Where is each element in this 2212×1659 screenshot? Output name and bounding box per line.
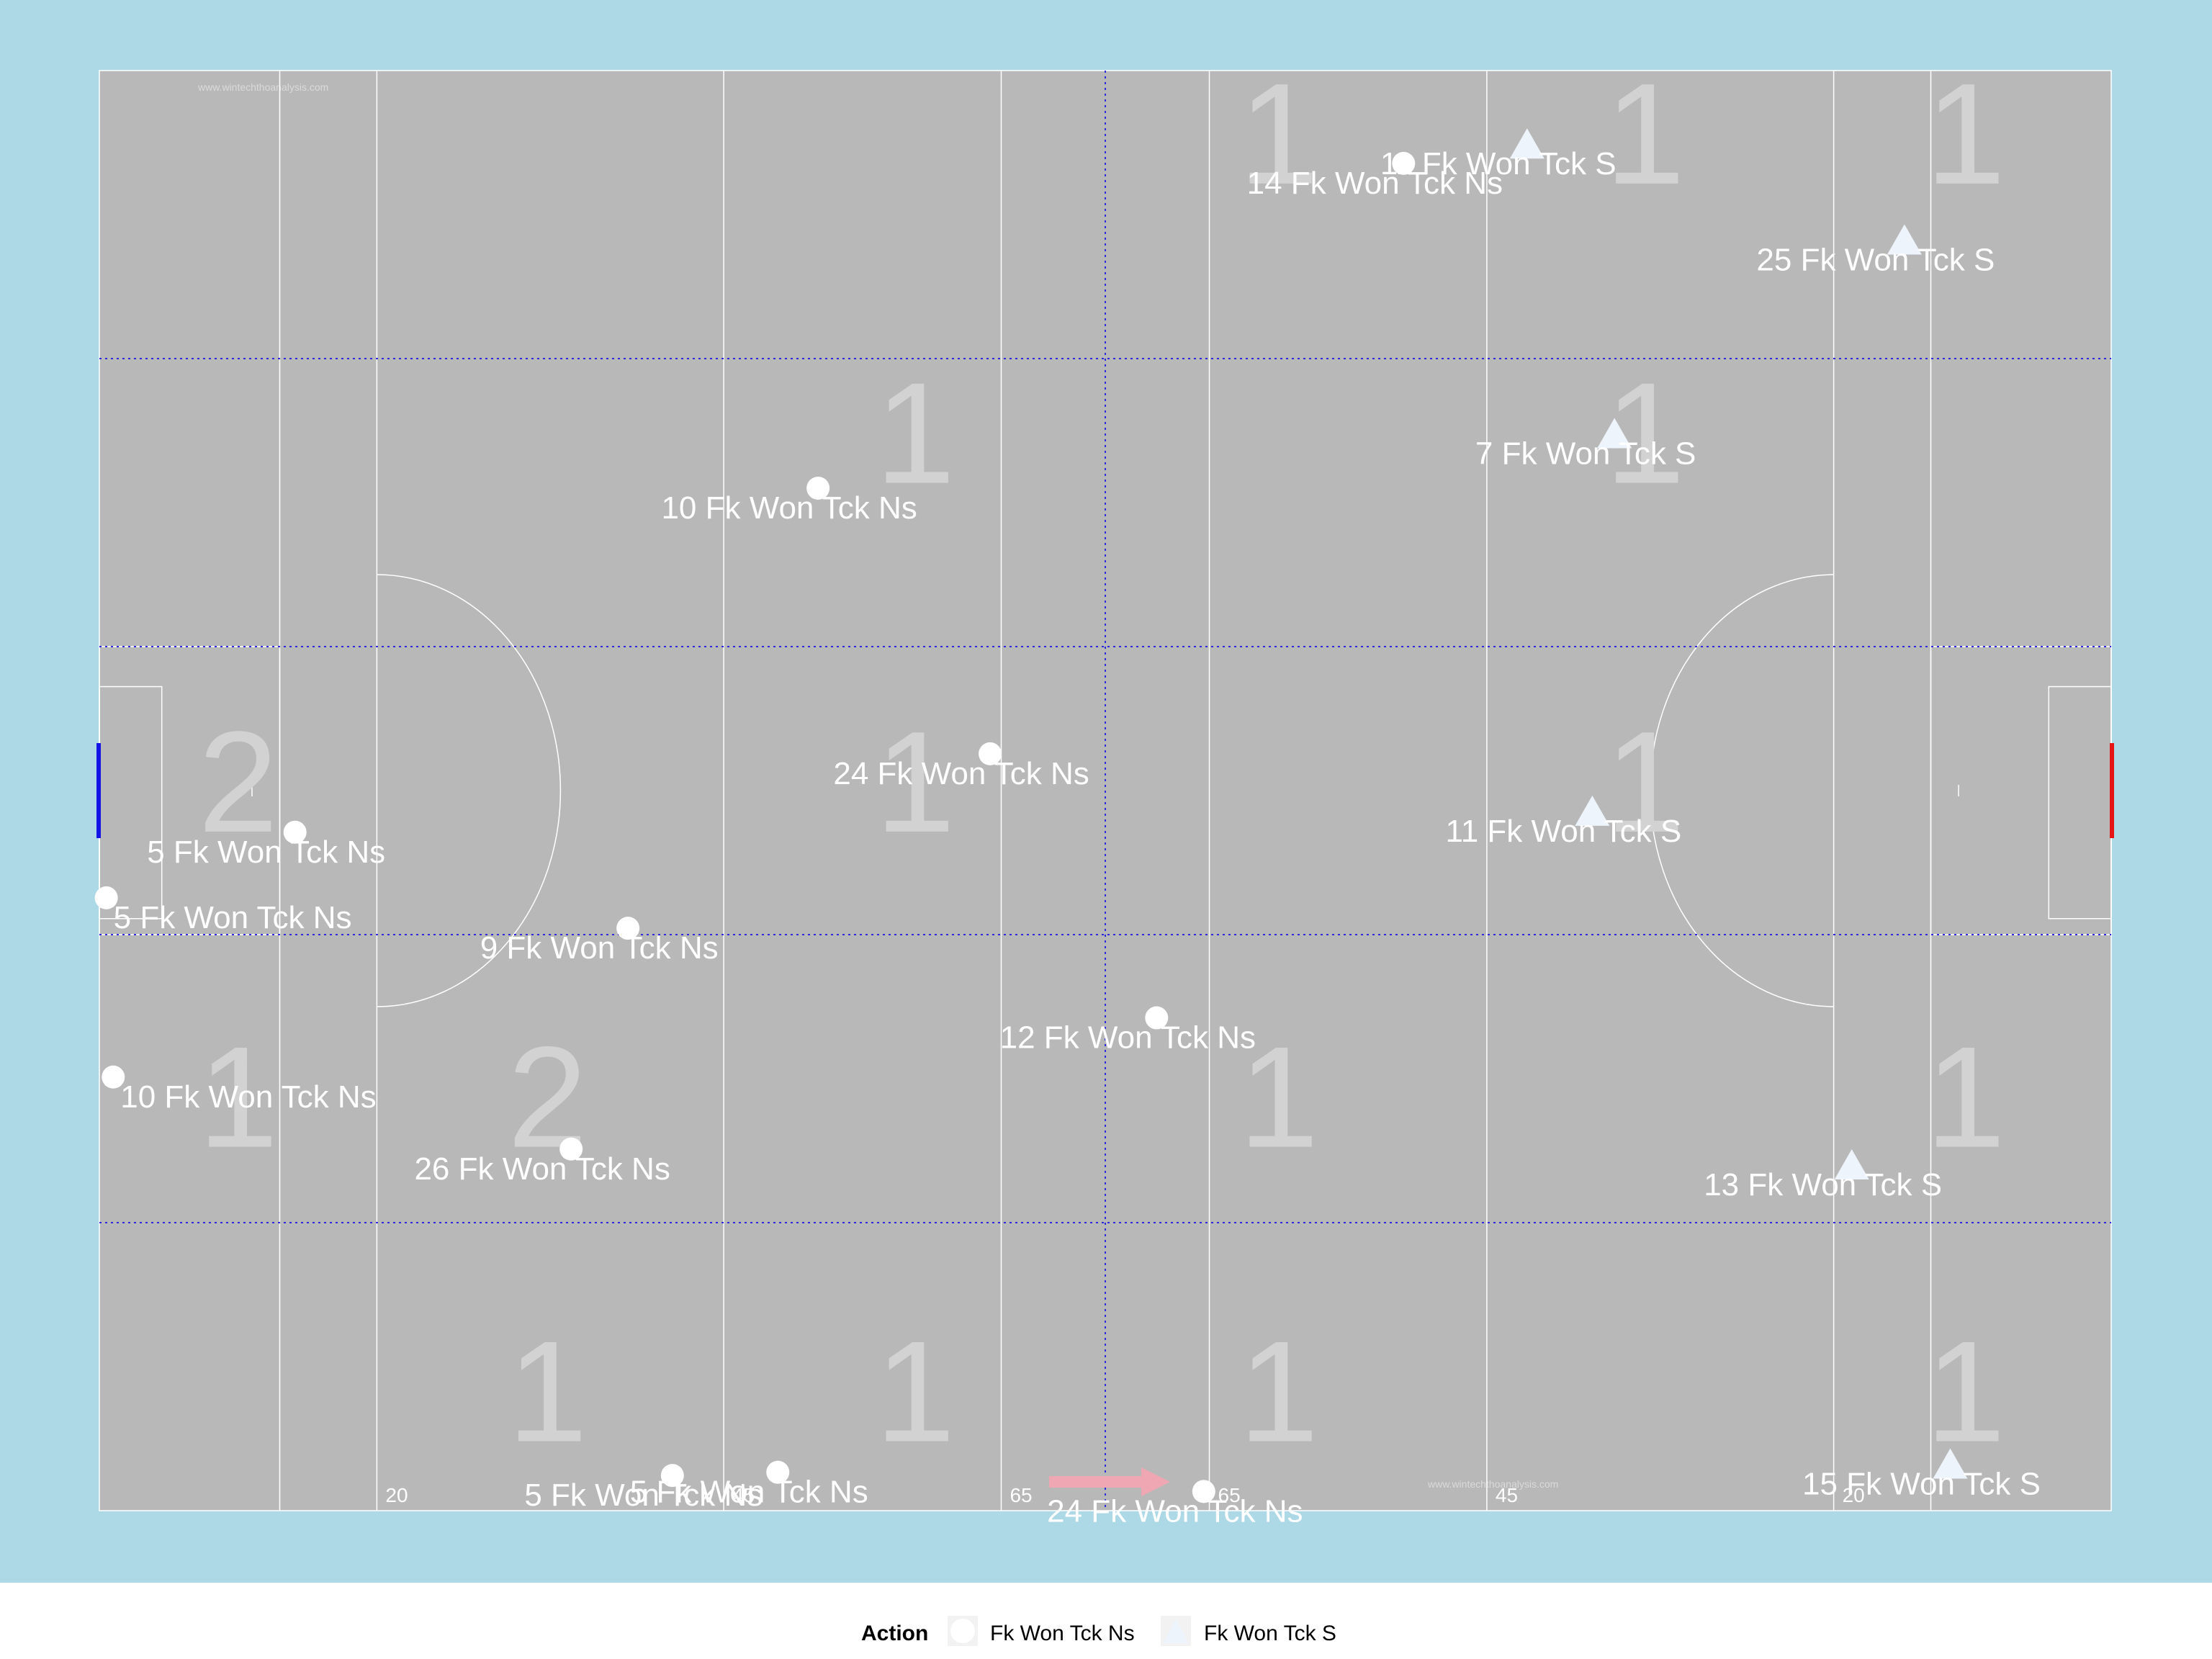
arc-right [1649, 574, 1834, 1007]
point-fk-won-tck-s [1597, 418, 1632, 449]
legend-key-ns-marker [950, 1619, 975, 1643]
point-label: 9 Fk Won Tck Ns [480, 930, 719, 966]
point-label: 5 Fk Won Tck Ns [114, 900, 352, 935]
point-fk-won-tck-ns [979, 742, 1002, 765]
point-label: 10 Fk Won Tck Ns [661, 490, 917, 526]
point-label: 7 Fk Won Tck S [1475, 436, 1696, 471]
zone-counts: 1 1 11 12 1 11 2 1 11 1 1 1 [198, 54, 2005, 1473]
right-goal [2110, 743, 2114, 838]
point-label: 11 Fk Won Tck S [1380, 146, 1617, 181]
zone-count-label: 1 [1238, 1017, 1318, 1178]
legend-label-ns: Fk Won Tck Ns [990, 1622, 1135, 1645]
zone-count-label: 1 [508, 1312, 588, 1473]
point-label: 14 Fk Won Tck Ns [1247, 166, 1503, 201]
arrow-shaft [1049, 1476, 1141, 1488]
point-fk-won-tck-ns [1392, 151, 1416, 175]
distance-label: 20 [385, 1484, 408, 1506]
legend-key-s-marker [1163, 1619, 1189, 1643]
point-label: 11 Fk Won Tck S [1445, 814, 1681, 849]
zone-count-label: 1 [1925, 54, 2005, 215]
point-fk-won-tck-ns [283, 820, 307, 844]
point-label: 26 Fk Won Tck Ns [414, 1151, 670, 1187]
point-label: 12 Fk Won Tck Ns [1000, 1020, 1256, 1056]
zone-count-label: 1 [1605, 54, 1685, 215]
watermark-top: www.wintechthoanalysis.com [197, 81, 328, 93]
zone-count-label: 1 [875, 1312, 955, 1473]
point-label: 24 Fk Won Tck Ns [1047, 1493, 1303, 1529]
point-fk-won-tck-ns [1145, 1006, 1169, 1030]
point-label: 24 Fk Won Tck Ns [833, 756, 1089, 791]
left-goal [96, 743, 101, 838]
zone-count-label: 1 [875, 353, 955, 513]
point-label: 10 Fk Won Tck Ns [120, 1079, 376, 1115]
point-fk-won-tck-s [1933, 1448, 1968, 1479]
point-fk-won-tck-ns [1192, 1480, 1215, 1503]
distance-label: 45 [1496, 1484, 1518, 1506]
point-fk-won-tck-s [1887, 224, 1922, 255]
legend: Action Fk Won Tck Ns Fk Won Tck S [861, 1616, 1336, 1646]
watermark-bottom: www.wintechthoanalysis.com [1427, 1478, 1558, 1490]
point-label: 13 Fk Won Tck S [1704, 1167, 1942, 1202]
point-fk-won-tck-s [1509, 128, 1545, 159]
pitch-markings [99, 70, 2112, 1511]
point-label: 15 Fk Won Tck S [1802, 1467, 2041, 1502]
point-fk-won-tck-ns [660, 1464, 684, 1488]
point-fk-won-tck-s [1575, 795, 1610, 826]
point-fk-won-tck-ns [766, 1460, 790, 1484]
point-label: 5 Fk Won Tck Ns [524, 1478, 763, 1513]
arc-left [377, 574, 562, 1007]
distance-label: 45 [732, 1484, 755, 1506]
point-label: 25 Fk Won Tck S [1756, 243, 1995, 278]
event-points: 14 Fk Won Tck Ns 10 Fk Won Tck Ns 24 Fk Wo… [94, 128, 2041, 1529]
arrow-head [1141, 1467, 1170, 1496]
zone-grid [99, 71, 2111, 1511]
legend-title: Action [861, 1622, 928, 1645]
distance-label: 20 [1843, 1484, 1865, 1506]
point-label: 5 Fk Won Tck Ns [147, 835, 385, 870]
point-fk-won-tck-ns [559, 1137, 583, 1161]
zone-count-label: 1 [875, 702, 955, 863]
point-fk-won-tck-ns [806, 477, 830, 500]
zone-count-label: 2 [198, 702, 278, 863]
point-fk-won-tck-ns [102, 1065, 125, 1089]
zone-count-label: 1 [198, 1017, 278, 1178]
zone-count-label: 1 [1605, 702, 1685, 863]
distance-label: 65 [1010, 1484, 1032, 1506]
zone-count-label: 1 [1238, 1312, 1318, 1473]
zone-count-label: 1 [1925, 1017, 2005, 1178]
zone-count-label: 1 [1925, 1312, 2005, 1473]
point-fk-won-tck-ns [616, 917, 640, 940]
attack-direction-arrow [1049, 1467, 1170, 1496]
point-fk-won-tck-ns [94, 886, 118, 909]
point-fk-won-tck-s [1834, 1149, 1869, 1179]
legend-label-s: Fk Won Tck S [1204, 1622, 1336, 1645]
legend-background [0, 1583, 2212, 1659]
distance-label: 65 [1218, 1484, 1241, 1506]
zone-count-label: 1 [1238, 54, 1318, 215]
distance-labels: 20 45 65 65 45 20 [385, 1484, 1864, 1506]
